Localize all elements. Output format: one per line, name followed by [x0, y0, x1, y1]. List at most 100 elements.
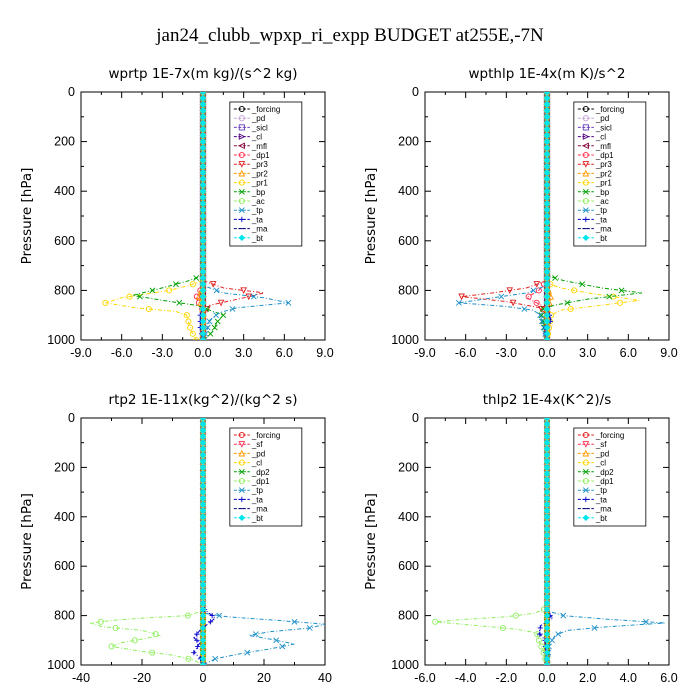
y-tick-label: 400 — [54, 510, 75, 524]
series-marker — [214, 318, 221, 325]
series-markers-tp — [455, 92, 550, 340]
series-marker — [543, 593, 551, 601]
series-marker — [285, 299, 292, 306]
legend-label: _forcing — [251, 431, 280, 440]
series-marker — [543, 451, 551, 459]
series-marker — [543, 661, 551, 665]
series-marker — [199, 418, 207, 422]
legend-marker — [238, 207, 245, 214]
series-marker — [194, 631, 200, 637]
legend-entry: _sf — [577, 440, 607, 449]
legend-marker — [582, 133, 590, 140]
series-marker — [537, 631, 543, 637]
series-marker — [189, 281, 196, 288]
series-marker — [579, 281, 586, 288]
legend-marker — [582, 151, 589, 159]
legend-entry: _ma — [577, 225, 612, 234]
series-line-pr1 — [546, 92, 640, 340]
legend-entry: _tp — [233, 486, 264, 495]
chart-panel-4: thlp2 1E-4x(K^2)/s Pressure [hPa] -6.0 -4.0… — [363, 392, 678, 685]
legend-label: _pr3 — [251, 160, 269, 169]
legend-entry: _sicl — [233, 123, 268, 132]
series-marker — [199, 336, 207, 340]
series-marker — [216, 612, 223, 619]
legend-label: _pd — [595, 449, 609, 458]
series-markers-dp1 — [97, 418, 207, 665]
y-tick-label: 400 — [54, 184, 75, 198]
legend-label: _sf — [595, 440, 607, 449]
legend-marker — [238, 234, 246, 242]
series-marker — [207, 330, 214, 337]
legend-entry: _bt — [577, 234, 608, 243]
series-marker — [543, 470, 551, 477]
series-marker — [199, 249, 207, 257]
series-marker — [618, 287, 625, 294]
y-tick-label: 1000 — [47, 333, 75, 347]
legend-marker — [582, 105, 589, 113]
legend-entry: _ac — [233, 197, 265, 206]
legend-marker — [582, 449, 590, 457]
legend-marker — [239, 496, 245, 502]
x-tick-label: 6.0 — [276, 346, 293, 360]
y-tick-label: 600 — [54, 234, 75, 248]
series-marker — [543, 274, 551, 282]
series-marker — [199, 606, 207, 613]
series-line-dp1 — [435, 418, 548, 665]
x-tick-label: -6.0 — [111, 346, 133, 360]
series-line-bp — [132, 92, 225, 340]
series-marker — [185, 318, 192, 325]
series-marker — [199, 532, 207, 539]
legend-entry: _pd — [577, 449, 609, 458]
legend-marker — [238, 105, 245, 113]
series-marker — [543, 532, 551, 539]
legend-marker — [238, 133, 246, 140]
series-marker — [199, 637, 207, 644]
series-marker — [199, 495, 207, 502]
series-group — [455, 92, 642, 340]
series-markers-bt — [543, 418, 551, 665]
series-marker — [199, 212, 207, 220]
series-marker — [199, 175, 207, 183]
y-tick-label: 0 — [68, 85, 75, 99]
legend-label: _bt — [251, 514, 264, 523]
series-line-pr1 — [105, 92, 204, 340]
x-tick-label: 0.0 — [538, 346, 555, 360]
series-marker — [229, 306, 236, 312]
series-marker — [525, 293, 532, 300]
series-marker — [199, 538, 207, 545]
series-marker — [209, 281, 217, 288]
legend-label: _dp1 — [595, 151, 614, 160]
x-tick-label: 2.0 — [579, 671, 596, 685]
series-marker — [543, 175, 551, 183]
legend-entry: _tp — [577, 486, 608, 495]
series-marker — [108, 643, 115, 650]
series-marker — [193, 275, 200, 281]
series-marker — [195, 643, 201, 650]
series-marker — [543, 427, 551, 434]
series-marker — [199, 513, 207, 521]
series-marker — [543, 280, 551, 288]
series-marker — [552, 275, 559, 281]
legend-label: _ac — [251, 197, 265, 206]
legend-entry: _ac — [577, 197, 609, 206]
series-marker — [543, 550, 551, 558]
series-marker — [199, 630, 207, 638]
series-marker — [199, 618, 207, 626]
legend-entry: _ma — [577, 505, 612, 514]
chart-panel-2: wpthlp 1E-4x(m K)/s^2 Pressure [hPa] -9.0 -… — [363, 66, 678, 360]
legend-marker — [582, 161, 590, 168]
legend-marker — [582, 431, 589, 439]
series-marker — [543, 113, 551, 121]
legend-entry: _forcing — [577, 105, 624, 114]
figure-title: jan24_clubb_wpxp_ri_expp BUDGET at255E,-… — [155, 25, 544, 46]
legend-label: _mfl — [251, 142, 267, 151]
series-marker — [199, 305, 207, 313]
series-marker — [199, 451, 207, 459]
x-tick-label: -9.0 — [70, 346, 92, 360]
series-line-dp1 — [90, 418, 204, 665]
legend-entry: _pr2 — [233, 169, 268, 178]
y-tick-label: 0 — [412, 85, 419, 99]
legend-label: _dp1 — [251, 477, 270, 486]
legend-marker — [582, 234, 590, 242]
x-tick-label: 3.0 — [235, 346, 252, 360]
